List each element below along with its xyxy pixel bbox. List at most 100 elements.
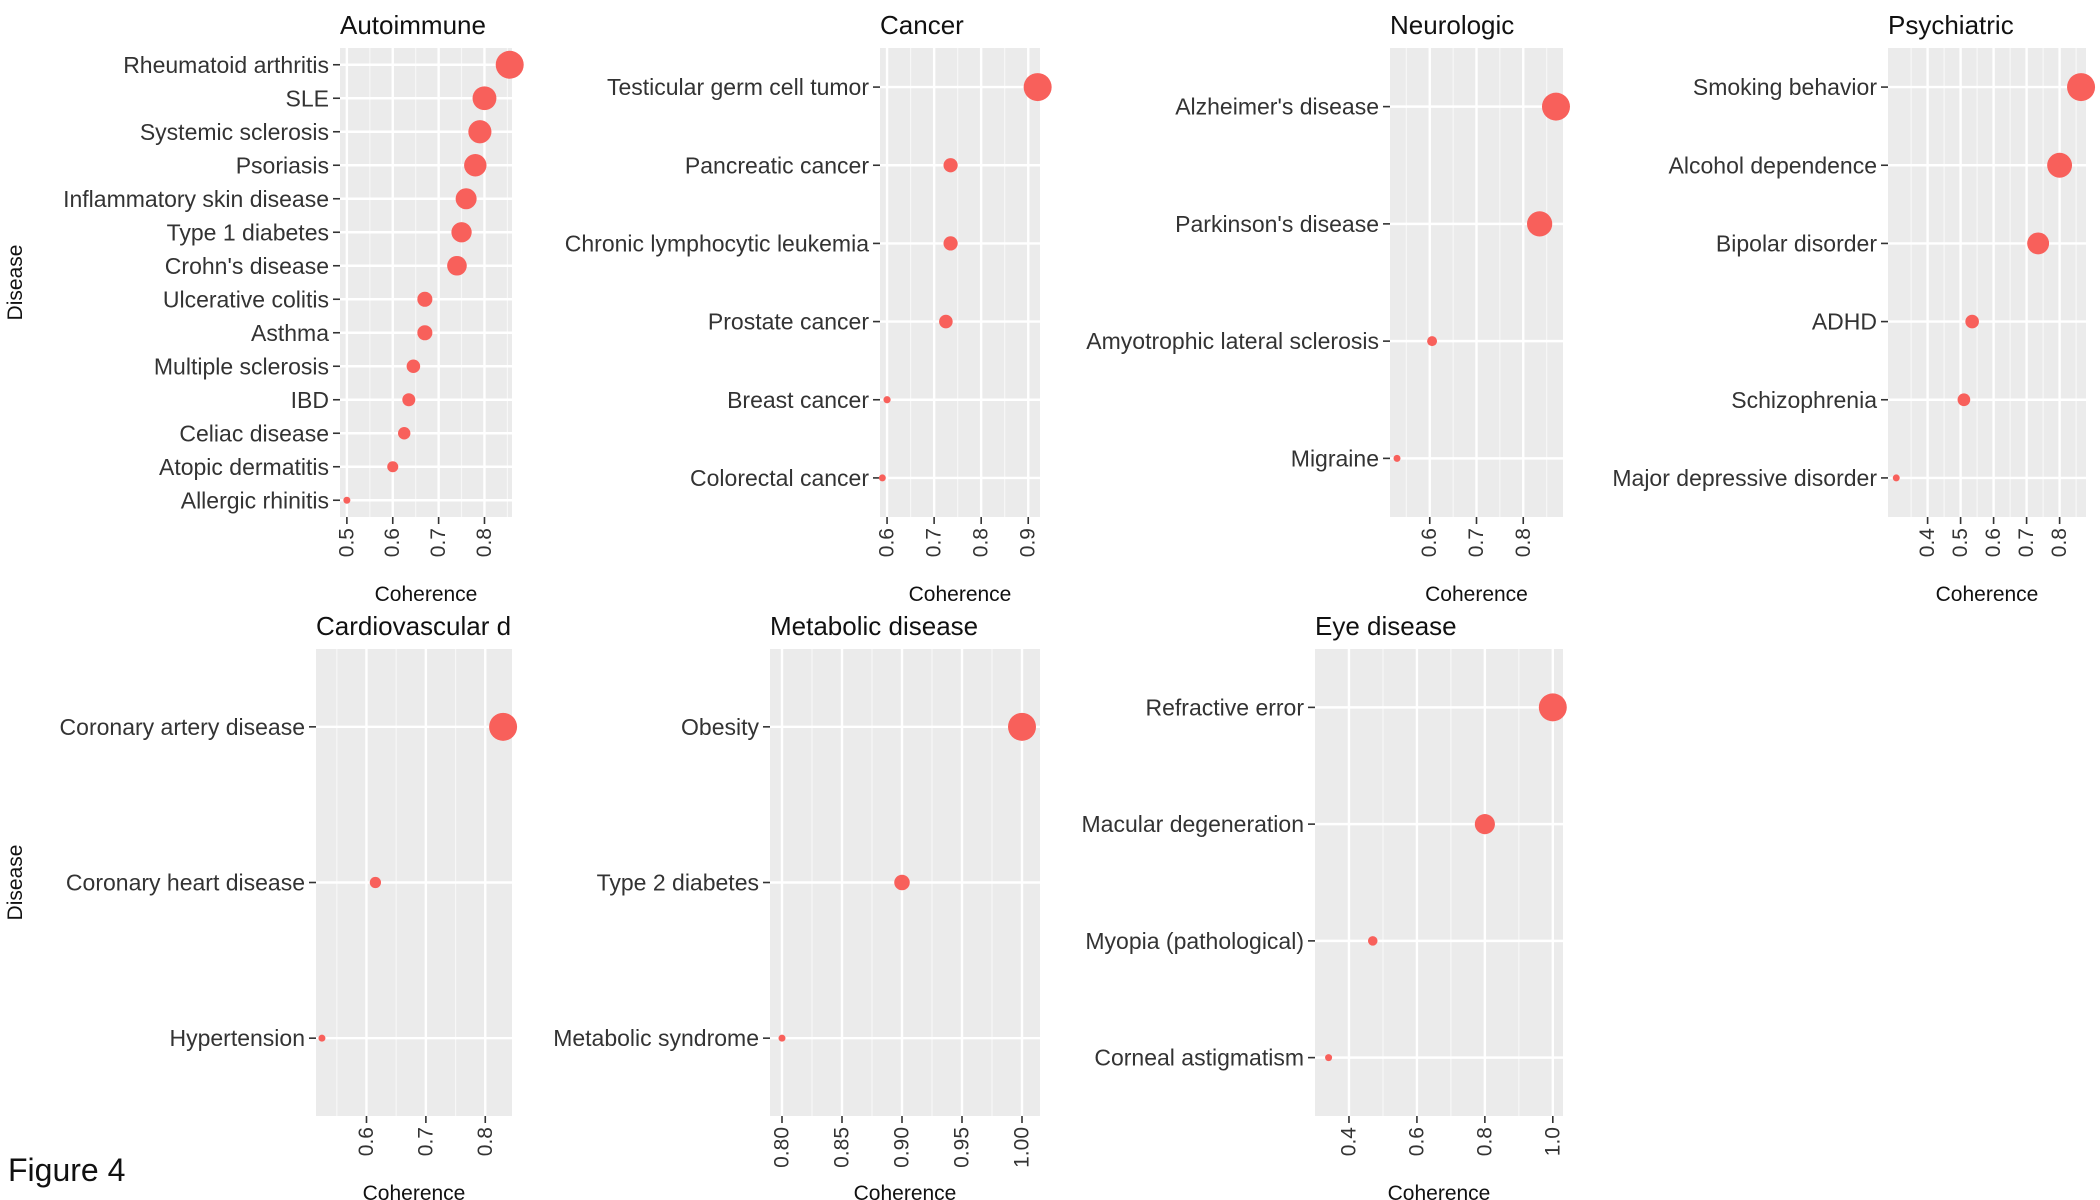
x-tick-label: 0.4 <box>1916 528 1939 558</box>
y-tick-label: Pancreatic cancer <box>685 152 869 178</box>
y-tick-label: Smoking behavior <box>1693 74 1877 100</box>
data-point <box>417 325 433 341</box>
panel-title: Cardiovascular di <box>316 611 517 641</box>
data-point <box>417 291 433 307</box>
data-point <box>778 1034 786 1042</box>
x-tick-label: 0.95 <box>951 1127 974 1168</box>
y-tick-label: Chronic lymphocytic leukemia <box>565 230 869 256</box>
y-tick-label: Bipolar disorder <box>1716 230 1877 256</box>
data-point <box>451 222 472 243</box>
x-tick-label: 0.8 <box>474 1127 497 1156</box>
x-tick-label: 0.6 <box>876 528 899 557</box>
y-tick-label: Parkinson's disease <box>1175 211 1379 237</box>
data-point <box>495 50 524 79</box>
panel-6: 0.4 0.6 0.8 1.0 Refractive error Macular dege… <box>1082 611 1567 1200</box>
y-tick-label: Migraine <box>1291 445 1379 471</box>
x-tick-label: 0.8 <box>2048 528 2071 557</box>
data-point <box>402 393 416 407</box>
x-tick-label: 0.5 <box>1949 528 1972 557</box>
data-point <box>1367 936 1378 946</box>
panel-background <box>1888 48 2086 517</box>
panel-3: 0.4 0.5 0.6 0.7 0.8 Smoking behavior Alcohol d… <box>1612 10 2096 606</box>
x-tick-label: 0.7 <box>1465 528 1488 557</box>
data-point <box>2047 152 2073 178</box>
data-point <box>398 427 411 440</box>
data-point <box>1325 1054 1333 1062</box>
x-tick-label: 0.7 <box>427 528 450 557</box>
y-tick-label: Refractive error <box>1146 694 1305 720</box>
y-tick-label: IBD <box>291 387 329 413</box>
panel-title: Neurologic <box>1390 10 1514 40</box>
x-tick-label: 0.85 <box>831 1127 854 1168</box>
y-tick-label: Allergic rhinitis <box>181 487 329 513</box>
x-tick-label: 0.7 <box>2015 528 2038 557</box>
panel-title: Cancer <box>880 10 964 40</box>
y-tick-label: ADHD <box>1812 309 1877 335</box>
data-point <box>1541 92 1570 121</box>
y-tick-label: Type 1 diabetes <box>167 219 329 245</box>
y-tick-label: Prostate cancer <box>708 309 869 335</box>
x-tick-label: 1.00 <box>1011 1127 1034 1168</box>
y-tick-label: Atopic dermatitis <box>159 454 329 480</box>
y-tick-label: Asthma <box>251 320 329 346</box>
x-axis-title: Coherence <box>363 1182 466 1200</box>
data-point <box>1474 814 1495 835</box>
y-tick-label: Ulcerative colitis <box>163 286 329 312</box>
x-axis-title: Coherence <box>1388 1182 1491 1200</box>
data-point <box>343 496 351 504</box>
data-point <box>1427 336 1438 347</box>
data-point <box>943 236 958 251</box>
panel-4: 0.6 0.7 0.8 Coronary artery disease Coronary… <box>4 611 518 1200</box>
y-tick-label: Testicular germ cell tumor <box>607 74 869 100</box>
data-point <box>464 154 487 177</box>
data-point <box>1965 314 1979 329</box>
panel-5: 0.80 0.85 0.90 0.95 1.00 Obesity Type 2 diabet… <box>553 611 1040 1200</box>
x-tick-label: 0.90 <box>891 1127 914 1168</box>
y-tick-label: Amyotrophic lateral sclerosis <box>1086 328 1379 354</box>
x-axis-title: Coherence <box>1425 583 1528 606</box>
data-point <box>489 712 518 741</box>
y-tick-label: Colorectal cancer <box>690 465 869 491</box>
y-axis-title: Disease <box>4 245 27 321</box>
x-tick-label: 0.6 <box>1418 528 1441 557</box>
y-tick-label: Hypertension <box>169 1025 305 1051</box>
x-tick-label: 0.8 <box>473 528 496 557</box>
x-tick-label: 0.6 <box>381 528 404 557</box>
data-point <box>1023 73 1052 102</box>
y-tick-label: Multiple sclerosis <box>154 353 329 379</box>
data-point <box>406 359 421 374</box>
data-point <box>472 86 497 111</box>
data-point <box>369 876 382 889</box>
panel-background <box>340 48 512 517</box>
x-tick-label: 0.80 <box>771 1127 794 1168</box>
y-tick-label: Rheumatoid arthritis <box>123 52 329 78</box>
y-tick-label: Metabolic syndrome <box>553 1025 759 1051</box>
data-point <box>468 120 492 144</box>
x-tick-label: 0.9 <box>1017 528 1040 557</box>
y-tick-label: Coronary heart disease <box>66 870 305 896</box>
data-point <box>1393 454 1401 462</box>
y-tick-label: Psoriasis <box>236 152 329 178</box>
x-axis-title: Coherence <box>909 583 1012 606</box>
y-tick-label: Myopia (pathological) <box>1085 928 1304 954</box>
panel-0: 0.5 0.6 0.7 0.8 Rheumatoid arthritis SLE Syste… <box>4 10 524 606</box>
data-point <box>447 255 467 276</box>
y-tick-label: Inflammatory skin disease <box>63 186 329 212</box>
x-axis-title: Coherence <box>1936 583 2039 606</box>
panel-1: 0.6 0.7 0.8 0.9 Testicular germ cell tumor Pa… <box>565 10 1052 606</box>
data-point <box>894 874 910 891</box>
y-tick-label: Crohn's disease <box>165 253 329 279</box>
data-point <box>878 474 886 482</box>
panel-title: Eye disease <box>1315 611 1457 641</box>
data-point <box>1527 211 1553 237</box>
data-point <box>1538 693 1567 722</box>
x-tick-label: 0.8 <box>1473 1127 1496 1156</box>
y-tick-label: Alzheimer's disease <box>1175 94 1379 120</box>
y-tick-label: Major depressive disorder <box>1612 465 1877 491</box>
x-tick-label: 0.7 <box>414 1127 437 1156</box>
x-tick-label: 0.8 <box>1512 528 1535 557</box>
x-tick-label: 0.7 <box>923 528 946 557</box>
y-tick-label: Obesity <box>681 714 759 740</box>
panel-background <box>1315 649 1563 1116</box>
